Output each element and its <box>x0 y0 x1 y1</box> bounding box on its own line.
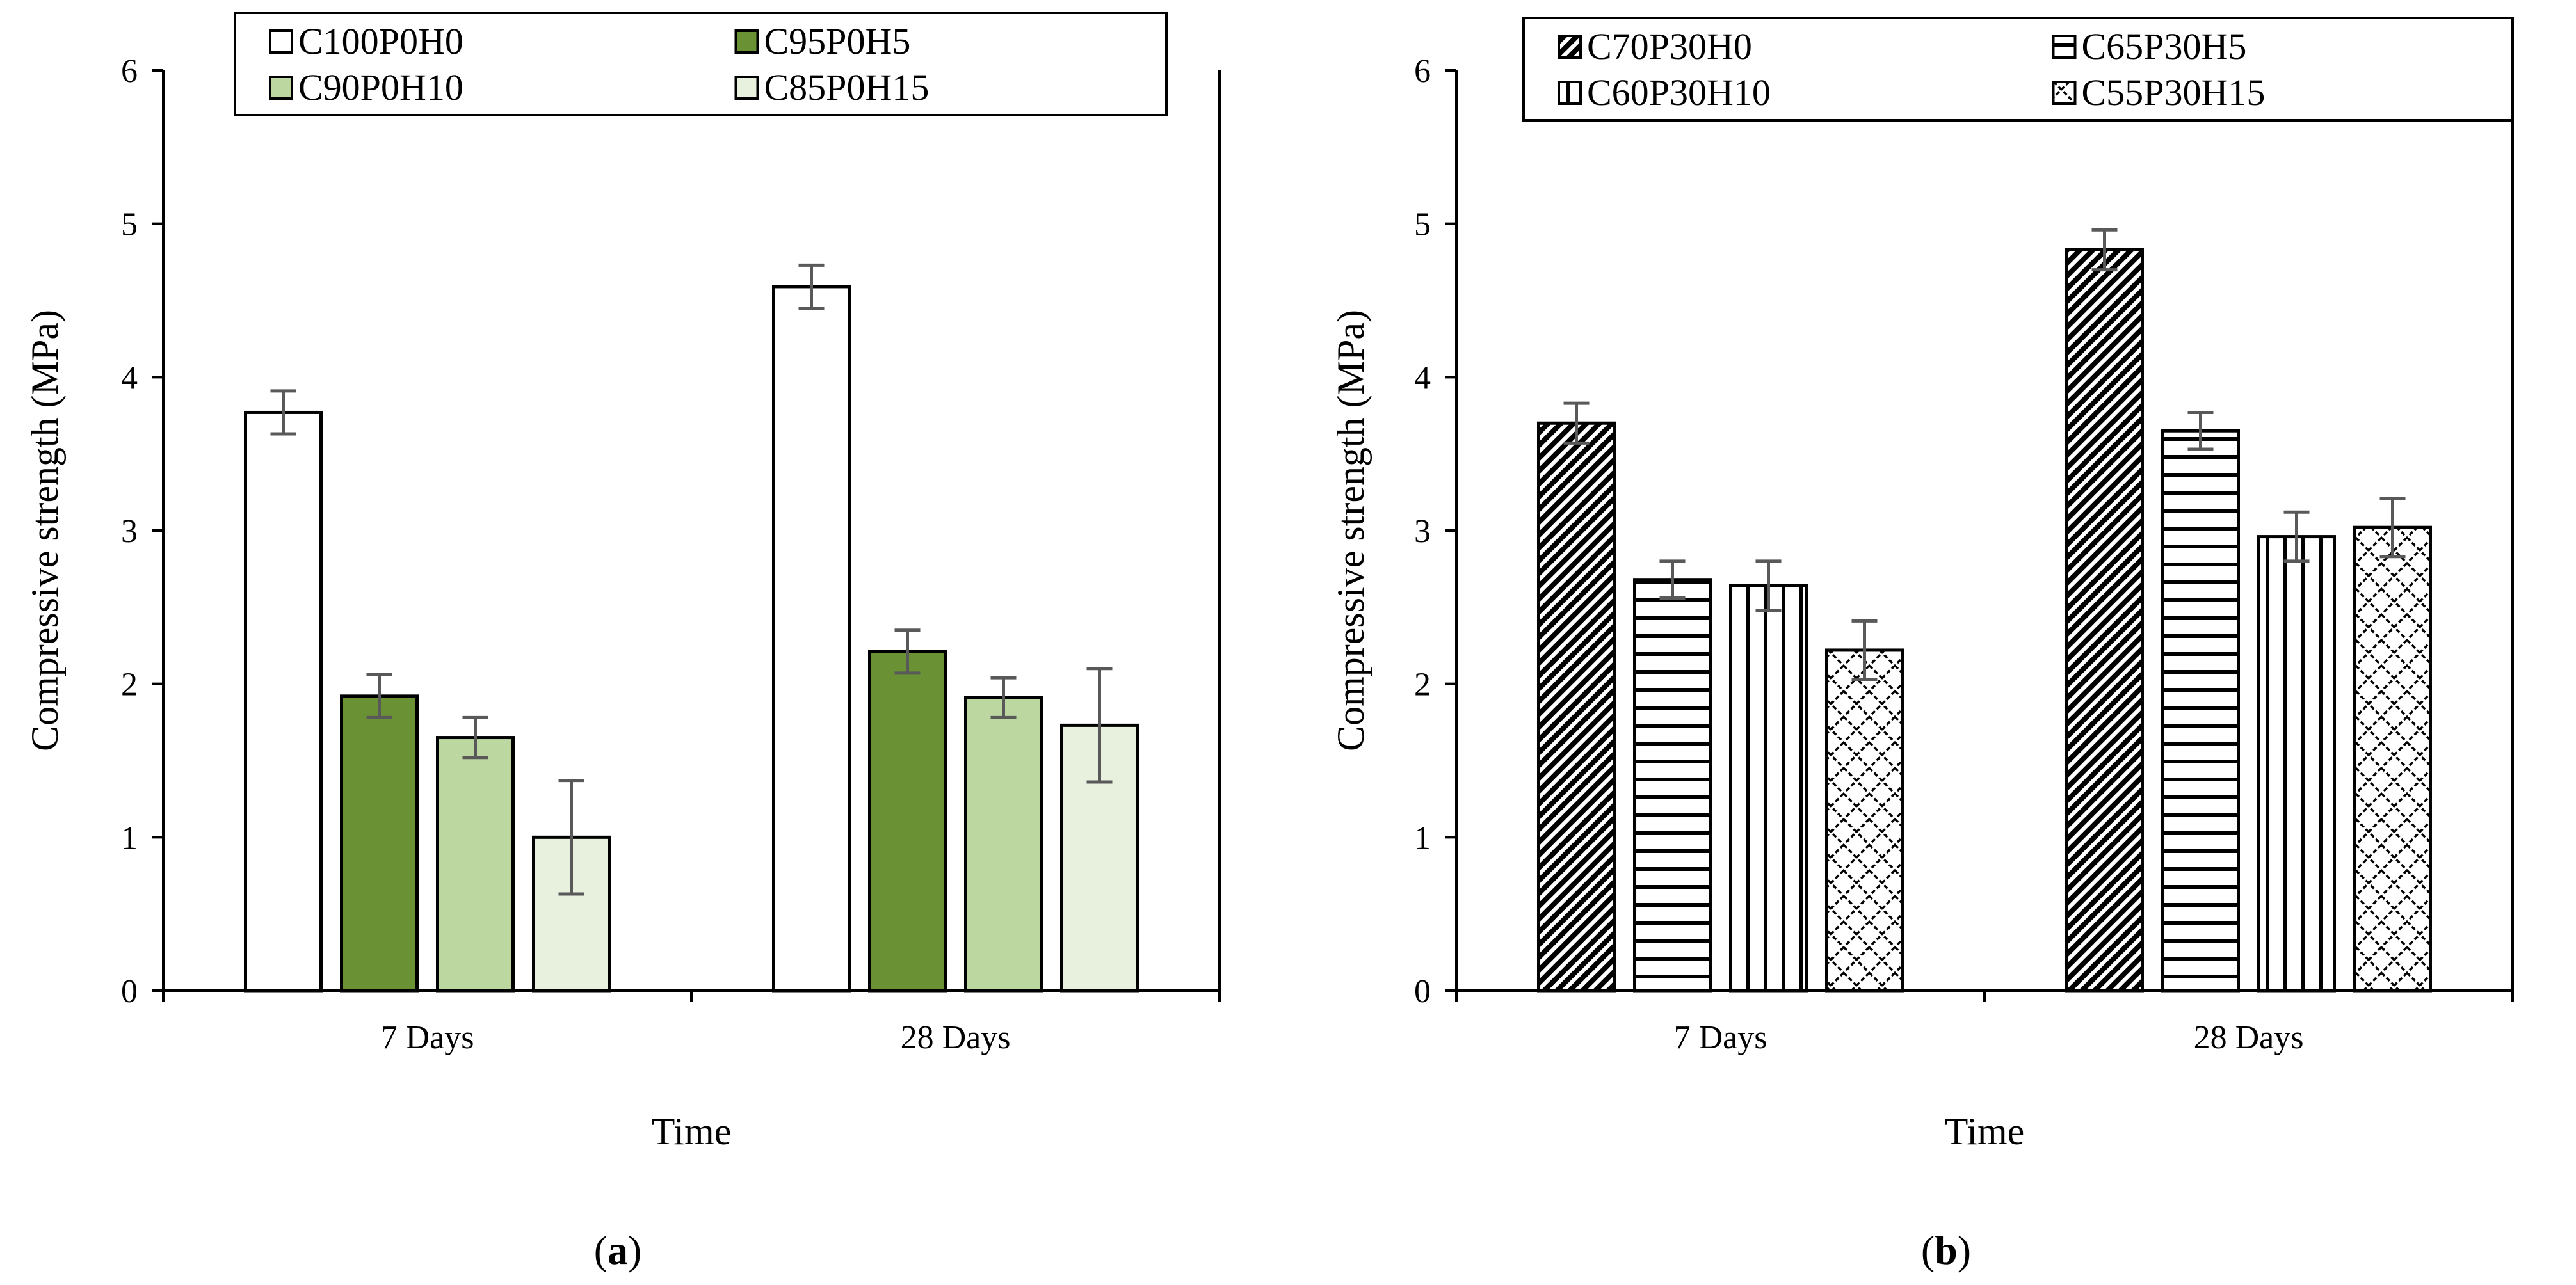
panel-label: (b) <box>1921 1227 1971 1273</box>
x-axis-label: Time <box>652 1110 732 1153</box>
y-tick-label: 4 <box>1414 360 1431 396</box>
error-bar <box>558 779 584 896</box>
x-axis-label: Time <box>1945 1110 2025 1153</box>
bar <box>340 694 419 993</box>
legend-entry: C85P0H15 <box>764 67 930 108</box>
bar <box>868 650 947 993</box>
y-tick-label: 3 <box>1414 513 1431 550</box>
panel-label-close: ) <box>1958 1227 1971 1273</box>
legend-box <box>234 12 1168 116</box>
panel-label-open: ( <box>594 1227 608 1273</box>
error-bar <box>2379 497 2406 559</box>
y-tick-label: 6 <box>1414 53 1431 90</box>
legend-entry: C95P0H5 <box>764 20 911 62</box>
legend-entry: C65P30H5 <box>2082 26 2247 67</box>
legend-swatch <box>1558 81 1582 105</box>
y-tick-label: 6 <box>121 53 138 90</box>
legend-swatch <box>269 76 293 100</box>
bar <box>772 285 851 993</box>
y-tick-label: 3 <box>121 513 138 550</box>
panel-label-letter: b <box>1935 1227 1958 1273</box>
legend: C100P0H0 C95P0H5 C90P0H10 C85P0H15 <box>234 12 1168 116</box>
legend-swatch <box>2052 81 2077 105</box>
y-tick-label: 5 <box>121 207 138 243</box>
panel-label-close: ) <box>628 1227 641 1273</box>
panel-label-letter: a <box>608 1227 628 1273</box>
y-tick-label: 0 <box>1414 973 1431 1010</box>
panel-label: (a) <box>594 1227 642 1273</box>
error-bar <box>2187 410 2214 451</box>
bar <box>436 736 515 993</box>
x-tick-label: 28 Days <box>2194 1019 2304 1056</box>
legend-entry: C60P30H10 <box>1587 72 1771 113</box>
bar <box>2065 248 2144 993</box>
error-bar <box>1755 559 1782 612</box>
error-bar <box>270 389 296 436</box>
y-tick-label: 2 <box>1414 667 1431 703</box>
y-tick-label: 1 <box>121 820 138 856</box>
error-bar <box>990 676 1017 719</box>
panel-a: 0 1 2 3 4 5 6 7 Days 28 Days Compressive strength… <box>24 12 1221 1273</box>
panel-b: 0 1 2 3 4 5 6 7 Days 28 Days Compressive strength… <box>1330 17 2514 1273</box>
x-tick-label: 7 Days <box>1674 1019 1767 1056</box>
bar <box>1633 578 1712 993</box>
legend-swatch <box>2052 35 2077 59</box>
bar <box>2161 429 2240 993</box>
legend-entry: C55P30H15 <box>2082 72 2266 113</box>
legend: C70P30H0 C65P30H5 C60P30H10 C55P30H15 <box>1522 17 2514 122</box>
error-bar <box>366 673 392 719</box>
legend-entry: C100P0H0 <box>298 20 463 62</box>
bar <box>964 696 1043 993</box>
legend-swatch <box>734 76 759 100</box>
y-axis-label: Compressive strength (MPa) <box>1330 310 1372 751</box>
error-bar <box>2283 510 2310 563</box>
y-tick-label: 0 <box>121 973 138 1010</box>
bar <box>2353 525 2432 993</box>
error-bar <box>798 263 825 310</box>
legend-swatch <box>269 29 293 54</box>
legend-box <box>1522 17 2514 122</box>
legend-swatch <box>1558 35 1582 59</box>
error-bar <box>1659 559 1686 600</box>
bar <box>1537 421 1616 993</box>
legend-entry: C70P30H0 <box>1587 26 1752 67</box>
bar <box>1825 648 1904 993</box>
y-tick-label: 4 <box>121 360 138 396</box>
y-tick-label: 5 <box>1414 207 1431 243</box>
error-bar <box>1851 619 1878 681</box>
x-tick-label: 28 Days <box>901 1019 1011 1056</box>
error-bar <box>894 628 921 675</box>
error-bar <box>462 715 488 760</box>
bar <box>244 410 323 993</box>
legend-entry: C90P0H10 <box>298 67 463 108</box>
error-bar <box>2091 228 2118 272</box>
y-tick-label: 2 <box>121 667 138 703</box>
y-tick-label: 1 <box>1414 820 1431 856</box>
panel-label-open: ( <box>1921 1227 1935 1273</box>
bar <box>2257 535 2336 993</box>
y-axis-label: Compressive strength (MPa) <box>24 310 66 751</box>
bar <box>1729 584 1808 993</box>
legend-swatch <box>734 29 759 54</box>
error-bar <box>1086 667 1113 784</box>
error-bar <box>1563 401 1590 445</box>
x-tick-label: 7 Days <box>381 1019 474 1056</box>
